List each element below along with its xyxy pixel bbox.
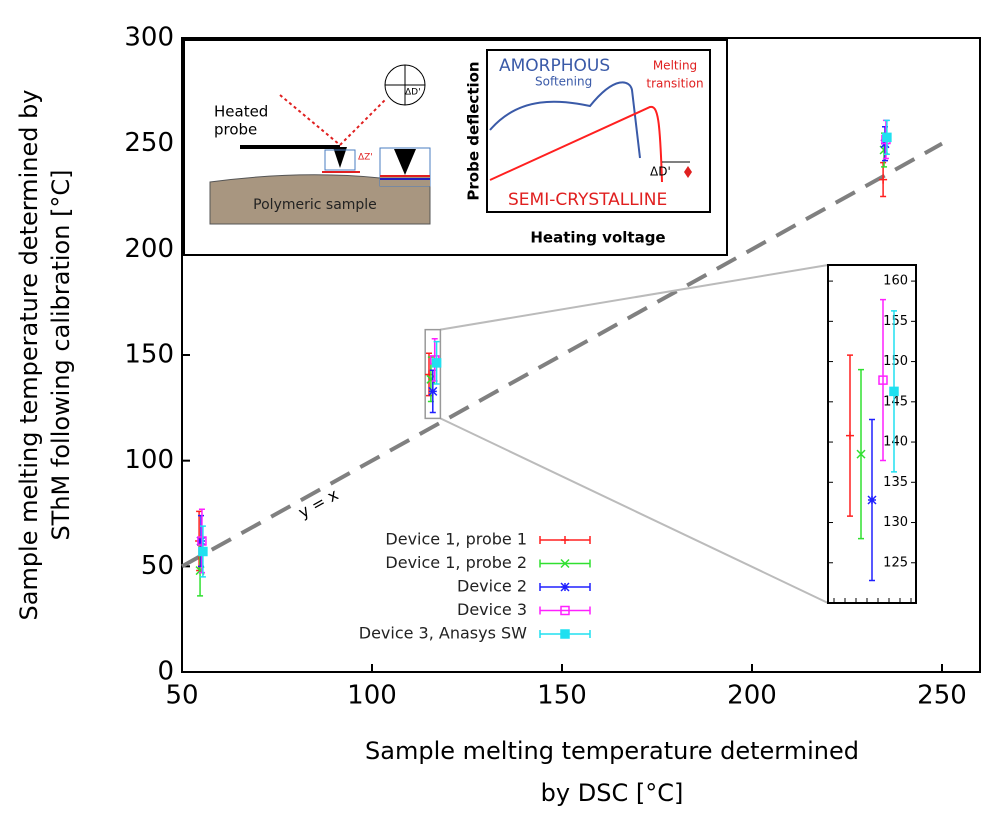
schematic-label: Polymeric sample bbox=[253, 197, 377, 213]
y-tick-label: 50 bbox=[141, 551, 174, 581]
y-tick-label: 300 bbox=[124, 23, 174, 53]
probe-tip bbox=[394, 149, 416, 175]
inset-y-tick-label: 160 bbox=[883, 274, 908, 289]
schematic-label: Probe deflection bbox=[465, 61, 483, 200]
marker bbox=[856, 449, 866, 459]
schematic-label: ΔD' bbox=[405, 88, 421, 98]
legend-marker bbox=[560, 582, 570, 592]
zoom-connector bbox=[440, 264, 829, 331]
marker bbox=[846, 431, 854, 440]
probe-tip bbox=[333, 147, 347, 168]
x-tick-label: 150 bbox=[537, 681, 587, 711]
schematic-label: ΔD' bbox=[650, 165, 671, 179]
laser-out bbox=[339, 99, 386, 146]
x-axis-label: Sample melting temperature determined bbox=[365, 737, 859, 765]
marker bbox=[426, 374, 436, 384]
legend-label: Device 3, Anasys SW bbox=[359, 624, 527, 643]
inset-y-tick-label: 130 bbox=[883, 515, 908, 530]
x-tick-label: 50 bbox=[165, 681, 198, 711]
marker bbox=[867, 495, 877, 505]
y-tick-label: 0 bbox=[157, 657, 174, 687]
schematic-label: SEMI-CRYSTALLINE bbox=[508, 190, 667, 210]
legend-line bbox=[539, 606, 591, 615]
y-axis-label: SThM following calibration [°C] bbox=[47, 169, 75, 540]
plot-box bbox=[486, 49, 711, 213]
amorphous-curve bbox=[489, 81, 641, 159]
marker bbox=[428, 386, 438, 396]
legend-label: Device 2 bbox=[457, 577, 527, 596]
marker bbox=[879, 175, 888, 184]
schematic-label: ΔZ' bbox=[358, 153, 373, 163]
legend-label: Device 1, probe 2 bbox=[385, 553, 527, 572]
zoom-connector bbox=[439, 417, 829, 604]
legend-label: Device 3 bbox=[457, 600, 527, 619]
legend-marker bbox=[560, 605, 570, 616]
schematic-label: probe bbox=[214, 121, 257, 139]
x-axis-label: by DSC [°C] bbox=[541, 779, 684, 807]
legend-marker bbox=[560, 629, 570, 639]
legend-marker bbox=[560, 558, 570, 569]
legend-label: Device 1, probe 1 bbox=[385, 530, 527, 549]
schematic-label: Heated bbox=[214, 103, 268, 121]
inset-y-tick-label: 150 bbox=[883, 354, 908, 369]
semicrystalline-curve bbox=[489, 105, 663, 183]
schematic-label: transition bbox=[646, 77, 703, 91]
marker bbox=[431, 358, 442, 368]
y-tick-label: 150 bbox=[124, 340, 174, 370]
zoom-box bbox=[324, 149, 356, 171]
delta-mark bbox=[684, 166, 692, 178]
y-axis-label: Sample melting temperature determined by bbox=[15, 89, 43, 620]
error-bar bbox=[198, 508, 205, 574]
marker bbox=[878, 375, 888, 385]
laser-in bbox=[279, 94, 341, 146]
error-bar bbox=[880, 298, 886, 462]
marker bbox=[889, 386, 899, 397]
inset-y-tick-label: 140 bbox=[883, 435, 908, 450]
schematic-label: Softening bbox=[535, 75, 592, 89]
y-tick-label: 200 bbox=[124, 234, 174, 264]
inset-y-tick-label: 145 bbox=[883, 394, 908, 409]
schematic-label: AMORPHOUS bbox=[499, 56, 610, 76]
marker bbox=[882, 132, 892, 143]
schematic-label: Heating voltage bbox=[530, 229, 665, 247]
schematic-label: Melting bbox=[653, 59, 697, 73]
y-tick-label: 100 bbox=[124, 445, 174, 475]
y-tick-label: 250 bbox=[124, 128, 174, 158]
x-tick-label: 100 bbox=[347, 681, 397, 711]
inset-y-tick-label: 155 bbox=[883, 314, 908, 329]
x-tick-label: 200 bbox=[727, 681, 777, 711]
marker bbox=[196, 536, 206, 546]
schematic-inset: Heated probe Polymeric sample ΔZ' ΔD' Pr… bbox=[183, 39, 728, 256]
legend-marker bbox=[561, 536, 569, 544]
inset-y-tick-label: 135 bbox=[883, 475, 908, 490]
inset-y-tick-label: 125 bbox=[883, 555, 908, 570]
sample-zoom bbox=[380, 176, 430, 186]
marker bbox=[198, 546, 208, 557]
reference-line bbox=[181, 141, 943, 569]
x-tick-label: 250 bbox=[917, 681, 967, 711]
